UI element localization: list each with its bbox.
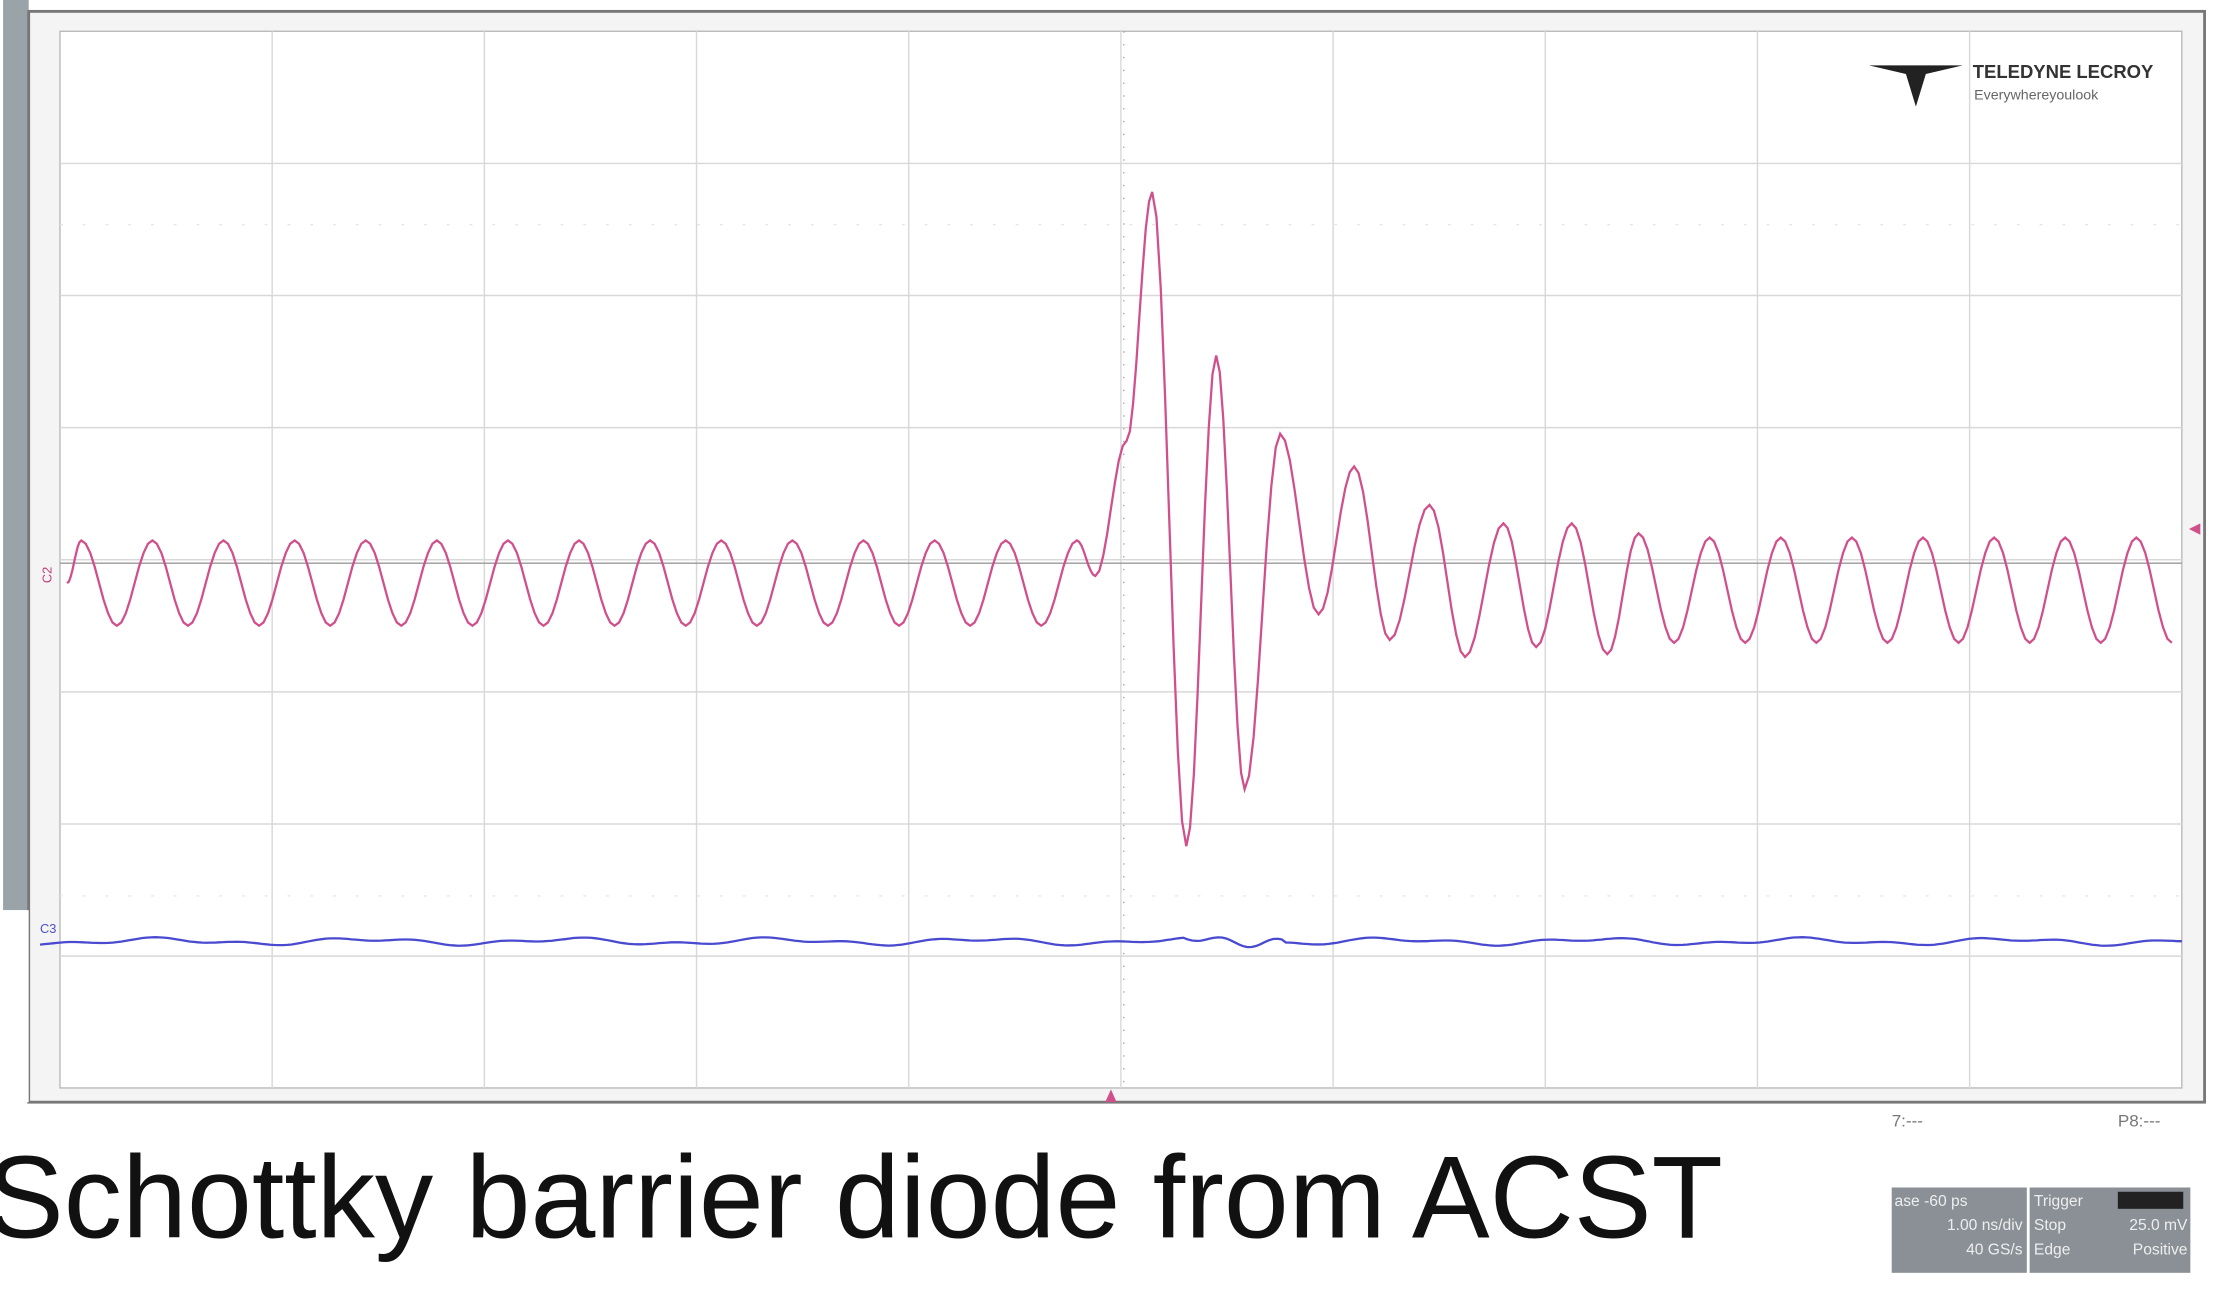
sample-rate: 40 GS/s [1966, 1241, 2023, 1258]
logo: TELEDYNE LECROY Everywhereyoulook [1868, 61, 2154, 107]
brand: TELEDYNE LECROY [1973, 61, 2154, 82]
c2-trace [66, 191, 2173, 847]
status-panel: ase -60 ps 1.00 ns/div 40 GS/s Trigger S… [1891, 1187, 2191, 1273]
photo-gap [3, 910, 29, 1103]
tagline: Everywhereyoulook [1974, 88, 2099, 104]
slot-label: P8:--- [2118, 1111, 2161, 1130]
c3-trace [39, 936, 2182, 949]
photo-strip [3, 0, 29, 911]
timebase-label: ase -60 ps [1895, 1193, 1968, 1210]
caption: Schottky barrier diode from ACST [0, 1131, 1723, 1262]
trigger-level: 25.0 mV [2129, 1217, 2188, 1234]
channel-label: C2 [39, 567, 54, 583]
trigger-label: Trigger [2034, 1193, 2083, 1210]
trigger-marker [1105, 1089, 1117, 1103]
trigger-slope: Positive [2133, 1241, 2188, 1258]
trigger-mode: Stop [2034, 1217, 2066, 1234]
trigger-type: Edge [2034, 1241, 2071, 1258]
slot-label: 7:--- [1892, 1111, 1923, 1130]
grid [59, 31, 2182, 1088]
timebase-scale: 1.00 ns/div [1947, 1217, 2023, 1234]
level-marker [2188, 523, 2201, 535]
channel-label: C3 [40, 921, 56, 936]
